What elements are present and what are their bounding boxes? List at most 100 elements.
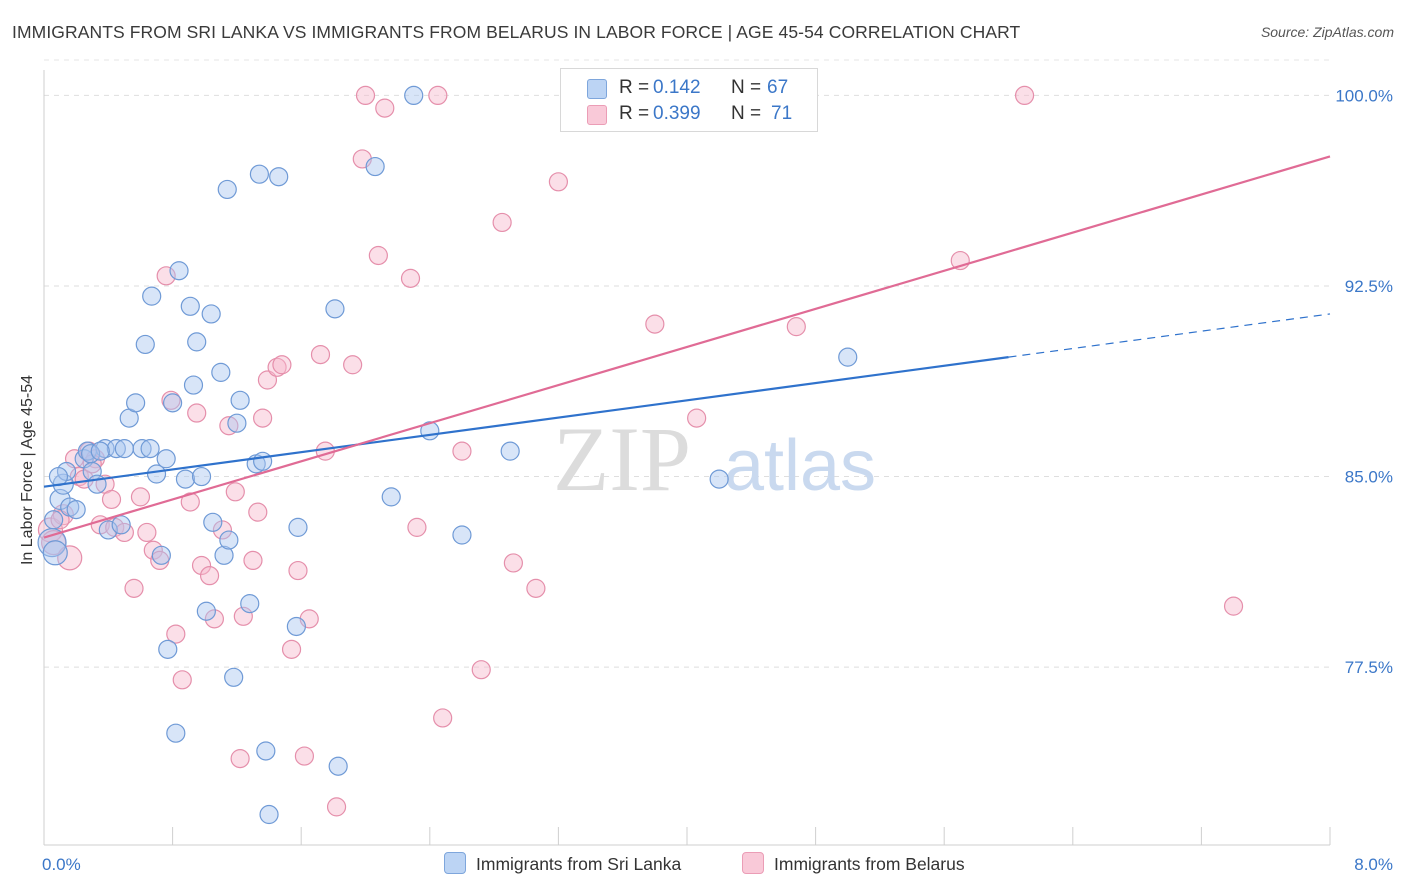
- belarus-point: [326, 797, 347, 817]
- belarus-point: [786, 317, 806, 337]
- y-tick-label: 77.5%: [1345, 658, 1393, 677]
- srilanka-point: [288, 517, 308, 537]
- srilanka-point: [404, 85, 424, 106]
- watermark-zip: ZIP: [553, 408, 691, 510]
- belarus-point: [310, 344, 331, 365]
- belarus-point: [471, 660, 491, 680]
- srilanka-point: [381, 487, 401, 507]
- chart-title: IMMIGRANTS FROM SRI LANKA VS IMMIGRANTS …: [12, 22, 1021, 42]
- srilanka-point: [140, 439, 160, 459]
- y-axis-label: In Labor Force | Age 45-54: [19, 374, 36, 566]
- belarus-point: [281, 639, 302, 659]
- belarus-point: [130, 487, 151, 507]
- srilanka-point: [158, 639, 178, 659]
- srilanka-point: [196, 601, 216, 621]
- srilanka-point: [201, 304, 221, 324]
- belarus-point: [243, 550, 263, 571]
- srilanka-point: [175, 469, 196, 489]
- belarus-point: [137, 522, 157, 543]
- srilanka-point: [365, 156, 385, 177]
- belarus-point: [124, 578, 144, 598]
- srilanka-point: [838, 347, 858, 367]
- belarus-point: [1014, 85, 1035, 106]
- bottom-legend-belarus: Immigrants from Belarus: [742, 852, 965, 875]
- srilanka-point: [259, 804, 279, 825]
- belarus-point: [180, 492, 200, 512]
- belarus-point: [187, 403, 207, 423]
- belarus-point: [253, 408, 273, 428]
- srilanka-point: [217, 179, 237, 200]
- trendline-srilanka-extension: [1008, 313, 1331, 358]
- trendlines: [43, 155, 1331, 539]
- srilanka-point: [163, 393, 183, 413]
- y-tick-label: 92.5%: [1345, 277, 1393, 296]
- belarus-point: [191, 555, 212, 576]
- belarus-point: [526, 578, 546, 598]
- srilanka-point: [142, 286, 162, 306]
- legend-swatch-srilanka: [587, 79, 607, 99]
- srilanka-point: [256, 741, 276, 761]
- belarus-point: [156, 266, 176, 286]
- series-srilanka-points: [37, 85, 858, 825]
- watermark-atlas: atlas: [724, 426, 876, 506]
- srilanka-point: [211, 362, 231, 382]
- srilanka-point: [90, 441, 110, 461]
- belarus-point: [315, 441, 335, 461]
- belarus-point: [225, 482, 245, 502]
- x-tick-label-min: 0.0%: [42, 855, 81, 874]
- srilanka-point: [230, 390, 250, 410]
- axes: [43, 70, 1331, 846]
- belarus-point: [272, 355, 292, 375]
- legend-r-label: R =: [619, 77, 650, 98]
- legend-swatch-belarus: [587, 105, 607, 125]
- trendline-belarus: [43, 155, 1331, 539]
- belarus-point: [101, 489, 122, 510]
- belarus-point: [548, 172, 569, 192]
- legend-n-value-srilanka: 67: [767, 77, 789, 98]
- srilanka-point: [269, 167, 289, 187]
- belarus-point: [645, 314, 665, 334]
- srilanka-point: [500, 441, 520, 461]
- srilanka-point: [452, 525, 472, 545]
- srilanka-point: [240, 594, 260, 614]
- srilanka-point: [214, 545, 234, 565]
- gridlines: [44, 59, 1330, 668]
- belarus-point: [288, 560, 308, 581]
- srilanka-point: [224, 667, 244, 687]
- belarus-point: [199, 566, 220, 586]
- srilanka-point: [253, 451, 273, 471]
- legend-r-value-srilanka: 0.142: [653, 77, 701, 98]
- belarus-point: [50, 510, 70, 530]
- belarus-point: [1223, 596, 1244, 616]
- belarus-point: [257, 370, 278, 390]
- srilanka-point: [146, 464, 167, 484]
- srilanka-point: [126, 393, 146, 413]
- legend-n-value-belarus: 71: [771, 103, 793, 124]
- belarus-point: [687, 408, 707, 428]
- legend-r-label: R =: [619, 103, 650, 124]
- legend-n-label: N =: [731, 77, 762, 98]
- srilanka-point: [183, 375, 204, 395]
- belarus-point: [57, 545, 83, 571]
- belarus-point: [294, 746, 315, 766]
- belarus-point: [212, 520, 233, 540]
- belarus-point: [172, 670, 192, 690]
- tick-labels: 77.5% 85.0% 92.5% 100.0% 0.0% 8.0%: [42, 86, 1393, 874]
- source-label: Source: ZipAtlas.com: [1260, 24, 1394, 40]
- bottom-legend-swatch-srilanka: [444, 852, 466, 874]
- srilanka-point: [286, 616, 306, 637]
- legend: R = 0.142 N = 67 R = 0.399 N = 71: [560, 68, 818, 132]
- srilanka-point: [325, 299, 345, 319]
- srilanka-point: [328, 756, 348, 776]
- belarus-point: [503, 553, 523, 573]
- belarus-point: [492, 212, 512, 233]
- srilanka-point: [166, 723, 186, 743]
- srilanka-point: [180, 296, 200, 316]
- srilanka-point: [114, 439, 134, 459]
- belarus-point: [230, 749, 250, 769]
- belarus-point: [400, 268, 421, 288]
- srilanka-point: [187, 332, 207, 352]
- srilanka-point: [156, 449, 176, 469]
- y-tick-label: 100.0%: [1335, 86, 1393, 105]
